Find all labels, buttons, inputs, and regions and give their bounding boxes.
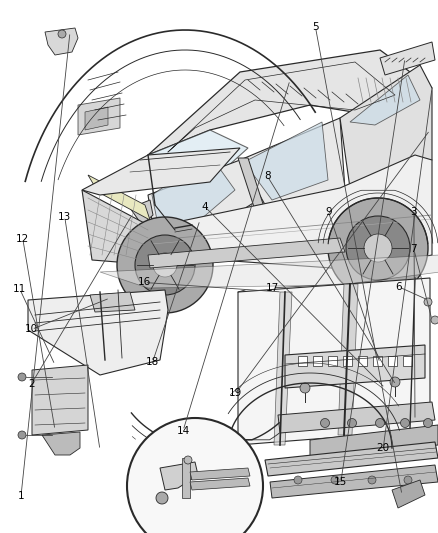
Polygon shape xyxy=(340,65,432,188)
Text: 13: 13 xyxy=(58,213,71,222)
Polygon shape xyxy=(270,465,438,498)
Text: 10: 10 xyxy=(25,325,38,334)
Polygon shape xyxy=(152,155,235,225)
Polygon shape xyxy=(100,255,438,288)
Text: 3: 3 xyxy=(410,207,417,217)
Polygon shape xyxy=(310,425,438,460)
Polygon shape xyxy=(190,478,250,490)
Polygon shape xyxy=(28,290,168,375)
Circle shape xyxy=(156,492,168,504)
Polygon shape xyxy=(160,462,198,490)
Polygon shape xyxy=(380,42,435,75)
Polygon shape xyxy=(148,238,345,268)
Circle shape xyxy=(431,316,438,324)
Polygon shape xyxy=(238,278,430,445)
Polygon shape xyxy=(88,175,150,220)
Polygon shape xyxy=(78,98,120,135)
Text: 7: 7 xyxy=(410,245,417,254)
Circle shape xyxy=(117,217,213,313)
Circle shape xyxy=(346,216,410,280)
Polygon shape xyxy=(148,130,248,195)
Circle shape xyxy=(347,418,357,427)
Polygon shape xyxy=(265,442,438,476)
Circle shape xyxy=(328,198,428,298)
Circle shape xyxy=(184,456,192,464)
Text: 1: 1 xyxy=(18,491,25,500)
Circle shape xyxy=(424,298,432,306)
Polygon shape xyxy=(130,200,153,225)
Polygon shape xyxy=(240,118,345,210)
Polygon shape xyxy=(85,107,108,130)
Polygon shape xyxy=(278,402,435,433)
Polygon shape xyxy=(285,345,425,388)
Polygon shape xyxy=(32,365,88,435)
Text: 16: 16 xyxy=(138,278,151,287)
Text: 17: 17 xyxy=(266,283,279,293)
Circle shape xyxy=(390,377,400,387)
Text: 18: 18 xyxy=(146,358,159,367)
Polygon shape xyxy=(82,190,155,265)
Text: 19: 19 xyxy=(229,389,242,398)
Circle shape xyxy=(18,431,26,439)
Bar xyxy=(403,356,412,366)
Text: 5: 5 xyxy=(312,22,319,31)
Polygon shape xyxy=(392,480,425,508)
Polygon shape xyxy=(182,458,190,498)
Polygon shape xyxy=(274,292,292,445)
Polygon shape xyxy=(90,292,135,312)
Text: 9: 9 xyxy=(325,207,332,217)
Circle shape xyxy=(18,373,26,381)
Circle shape xyxy=(375,418,385,427)
Circle shape xyxy=(400,418,410,427)
Circle shape xyxy=(58,30,66,38)
Circle shape xyxy=(300,383,310,393)
Text: 11: 11 xyxy=(13,284,26,294)
Bar xyxy=(388,356,397,366)
Text: 8: 8 xyxy=(264,171,271,181)
Polygon shape xyxy=(82,148,240,195)
Polygon shape xyxy=(338,284,358,435)
Polygon shape xyxy=(148,155,432,270)
Circle shape xyxy=(404,476,412,484)
Bar xyxy=(328,356,337,366)
Circle shape xyxy=(294,476,302,484)
Polygon shape xyxy=(45,28,78,55)
Circle shape xyxy=(331,476,339,484)
Bar xyxy=(358,356,367,366)
Polygon shape xyxy=(244,122,328,200)
Bar xyxy=(298,356,307,366)
Circle shape xyxy=(321,418,329,427)
Text: 12: 12 xyxy=(16,234,29,244)
Polygon shape xyxy=(238,158,265,210)
Bar xyxy=(343,356,352,366)
Polygon shape xyxy=(350,75,420,125)
Bar xyxy=(373,356,382,366)
Text: 4: 4 xyxy=(201,202,208,212)
Circle shape xyxy=(364,234,392,262)
Polygon shape xyxy=(42,432,80,455)
Circle shape xyxy=(424,418,432,427)
Text: 2: 2 xyxy=(28,379,35,389)
Polygon shape xyxy=(148,50,432,155)
Circle shape xyxy=(135,235,195,295)
Polygon shape xyxy=(190,468,250,480)
Text: 6: 6 xyxy=(395,282,402,292)
Text: 14: 14 xyxy=(177,426,190,435)
Bar xyxy=(313,356,322,366)
Text: 15: 15 xyxy=(334,478,347,487)
Circle shape xyxy=(153,253,177,277)
Circle shape xyxy=(368,476,376,484)
Polygon shape xyxy=(148,160,258,240)
Circle shape xyxy=(127,418,263,533)
Text: 20: 20 xyxy=(377,443,390,453)
